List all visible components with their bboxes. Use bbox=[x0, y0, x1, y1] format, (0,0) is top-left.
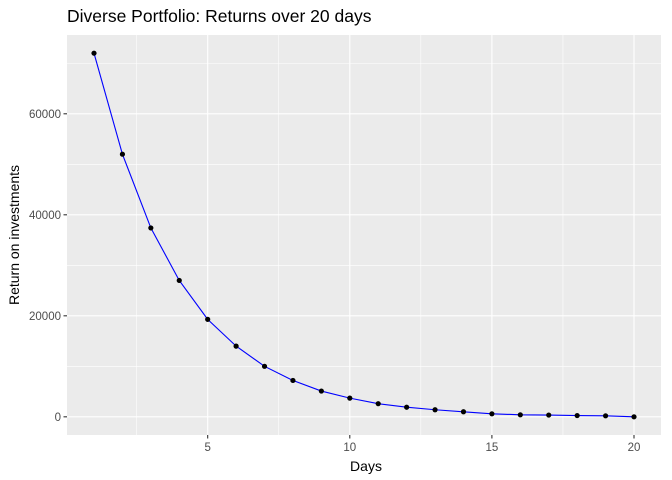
series-line bbox=[93, 53, 635, 418]
plot-panel bbox=[67, 35, 661, 435]
x-axis: 5 10 15 20 bbox=[204, 435, 640, 454]
data-point bbox=[602, 413, 609, 419]
y-tick-label: 40000 bbox=[29, 210, 61, 222]
chart-title: Diverse Portfolio: Returns over 20 days bbox=[67, 6, 372, 26]
data-point bbox=[148, 225, 154, 231]
grid-major bbox=[67, 35, 661, 435]
y-tick-label: 60000 bbox=[29, 109, 61, 121]
x-tick-label: 5 bbox=[204, 442, 210, 454]
x-axis-title: Days bbox=[350, 458, 382, 474]
data-point bbox=[261, 363, 268, 369]
data-point bbox=[432, 407, 438, 413]
data-point bbox=[205, 316, 211, 322]
data-point bbox=[91, 50, 97, 56]
data-point bbox=[290, 377, 296, 384]
data-point bbox=[489, 411, 495, 417]
data-point bbox=[347, 395, 353, 401]
y-axis-title: Return on investments bbox=[6, 165, 22, 305]
grid-minor bbox=[67, 35, 661, 435]
data-point bbox=[404, 404, 410, 410]
x-tick-label: 15 bbox=[485, 442, 498, 454]
y-tick-label: 20000 bbox=[29, 311, 61, 323]
y-tick-label: 0 bbox=[55, 412, 61, 424]
y-axis: 0 20000 40000 60000 bbox=[29, 109, 67, 424]
data-point bbox=[119, 151, 126, 157]
series-layer bbox=[93, 53, 635, 418]
data-point bbox=[375, 401, 381, 407]
data-point bbox=[460, 409, 467, 415]
data-point bbox=[574, 412, 580, 419]
data-point bbox=[546, 412, 552, 418]
data-point bbox=[517, 412, 523, 418]
data-point bbox=[631, 414, 637, 420]
data-point bbox=[176, 277, 182, 284]
x-tick-label: 10 bbox=[343, 442, 356, 454]
points-layer bbox=[91, 50, 637, 420]
x-tick-label: 20 bbox=[628, 442, 641, 454]
data-point bbox=[318, 388, 324, 394]
data-point bbox=[233, 343, 239, 349]
